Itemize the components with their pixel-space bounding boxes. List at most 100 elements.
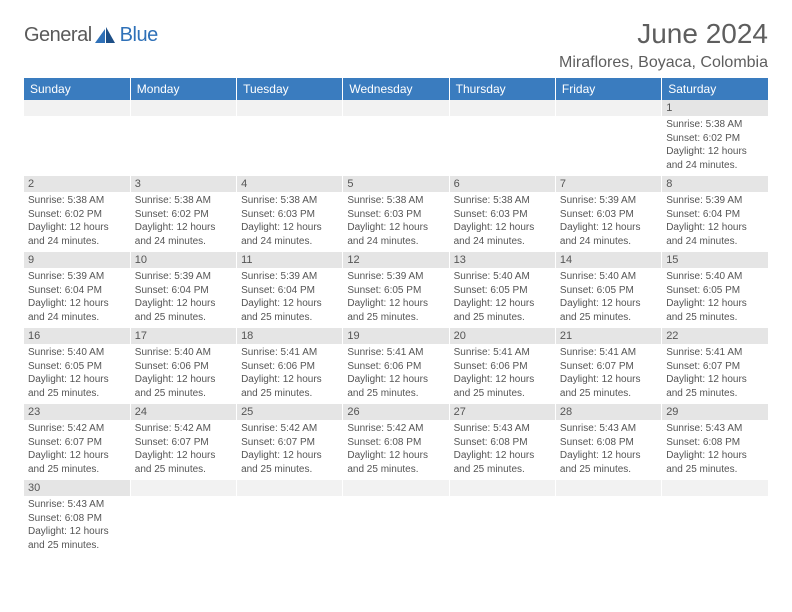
daylight-text: Daylight: 12 hours and 25 minutes. xyxy=(666,449,764,476)
day-number-cell: 30 xyxy=(24,480,130,496)
month-title: June 2024 xyxy=(559,18,768,50)
day-number-cell: 9 xyxy=(24,252,130,268)
daylight-text: Daylight: 12 hours and 25 minutes. xyxy=(454,373,551,400)
day-number-cell: 13 xyxy=(449,252,555,268)
day-info-cell: Sunrise: 5:38 AMSunset: 6:02 PMDaylight:… xyxy=(130,192,236,252)
daylight-text: Daylight: 12 hours and 25 minutes. xyxy=(28,449,126,476)
sunrise-text: Sunrise: 5:43 AM xyxy=(560,422,657,436)
sunset-text: Sunset: 6:05 PM xyxy=(347,284,444,298)
empty-cell xyxy=(449,116,555,176)
sunrise-text: Sunrise: 5:40 AM xyxy=(28,346,126,360)
sunrise-text: Sunrise: 5:41 AM xyxy=(241,346,338,360)
day-number-cell: 1 xyxy=(662,100,768,116)
day-number-cell: 24 xyxy=(130,404,236,420)
day-info-cell: Sunrise: 5:38 AMSunset: 6:03 PMDaylight:… xyxy=(237,192,343,252)
day-number-cell: 26 xyxy=(343,404,449,420)
sunrise-text: Sunrise: 5:38 AM xyxy=(28,194,126,208)
day-number-row: 16171819202122 xyxy=(24,328,768,344)
empty-cell xyxy=(449,496,555,556)
day-number-row: 23242526272829 xyxy=(24,404,768,420)
empty-cell xyxy=(343,100,449,116)
sunrise-text: Sunrise: 5:38 AM xyxy=(347,194,444,208)
empty-cell xyxy=(555,480,661,496)
sunset-text: Sunset: 6:02 PM xyxy=(666,132,764,146)
day-info-row: Sunrise: 5:42 AMSunset: 6:07 PMDaylight:… xyxy=(24,420,768,480)
sunset-text: Sunset: 6:04 PM xyxy=(28,284,126,298)
empty-cell xyxy=(662,480,768,496)
sunset-text: Sunset: 6:08 PM xyxy=(28,512,126,526)
day-info-row: Sunrise: 5:39 AMSunset: 6:04 PMDaylight:… xyxy=(24,268,768,328)
daylight-text: Daylight: 12 hours and 25 minutes. xyxy=(347,373,444,400)
daylight-text: Daylight: 12 hours and 25 minutes. xyxy=(560,449,657,476)
day-info-cell: Sunrise: 5:42 AMSunset: 6:07 PMDaylight:… xyxy=(130,420,236,480)
empty-cell xyxy=(130,496,236,556)
empty-cell xyxy=(449,480,555,496)
daylight-text: Daylight: 12 hours and 25 minutes. xyxy=(666,373,764,400)
sunset-text: Sunset: 6:04 PM xyxy=(241,284,338,298)
day-info-cell: Sunrise: 5:39 AMSunset: 6:04 PMDaylight:… xyxy=(130,268,236,328)
day-number-row: 2345678 xyxy=(24,176,768,192)
sunset-text: Sunset: 6:07 PM xyxy=(241,436,338,450)
daylight-text: Daylight: 12 hours and 25 minutes. xyxy=(454,449,551,476)
sunrise-text: Sunrise: 5:43 AM xyxy=(28,498,126,512)
sunrise-text: Sunrise: 5:39 AM xyxy=(560,194,657,208)
day-info-row: Sunrise: 5:38 AMSunset: 6:02 PMDaylight:… xyxy=(24,116,768,176)
day-info-cell: Sunrise: 5:38 AMSunset: 6:03 PMDaylight:… xyxy=(343,192,449,252)
sunrise-text: Sunrise: 5:39 AM xyxy=(666,194,764,208)
sunset-text: Sunset: 6:05 PM xyxy=(666,284,764,298)
weekday-header: Tuesday xyxy=(237,78,343,100)
daylight-text: Daylight: 12 hours and 25 minutes. xyxy=(560,373,657,400)
day-number-cell: 6 xyxy=(449,176,555,192)
day-number-cell: 10 xyxy=(130,252,236,268)
daylight-text: Daylight: 12 hours and 24 minutes. xyxy=(241,221,338,248)
weekday-header: Saturday xyxy=(662,78,768,100)
day-number-cell: 21 xyxy=(555,328,661,344)
day-number-cell: 15 xyxy=(662,252,768,268)
sunset-text: Sunset: 6:06 PM xyxy=(454,360,551,374)
daylight-text: Daylight: 12 hours and 25 minutes. xyxy=(135,373,232,400)
sunset-text: Sunset: 6:08 PM xyxy=(454,436,551,450)
weekday-header: Thursday xyxy=(449,78,555,100)
sunrise-text: Sunrise: 5:38 AM xyxy=(454,194,551,208)
day-number-cell: 8 xyxy=(662,176,768,192)
daylight-text: Daylight: 12 hours and 24 minutes. xyxy=(560,221,657,248)
day-number-cell: 25 xyxy=(237,404,343,420)
day-number-cell: 27 xyxy=(449,404,555,420)
day-info-cell: Sunrise: 5:40 AMSunset: 6:05 PMDaylight:… xyxy=(449,268,555,328)
empty-cell xyxy=(555,496,661,556)
empty-cell xyxy=(343,480,449,496)
empty-cell xyxy=(237,100,343,116)
empty-cell xyxy=(343,496,449,556)
sunset-text: Sunset: 6:08 PM xyxy=(560,436,657,450)
day-info-cell: Sunrise: 5:41 AMSunset: 6:06 PMDaylight:… xyxy=(449,344,555,404)
sunrise-text: Sunrise: 5:42 AM xyxy=(241,422,338,436)
daylight-text: Daylight: 12 hours and 25 minutes. xyxy=(241,449,338,476)
brand-logo: General Blue xyxy=(24,24,158,47)
day-info-row: Sunrise: 5:40 AMSunset: 6:05 PM Daylight:… xyxy=(24,344,768,404)
day-info-cell: Sunrise: 5:40 AMSunset: 6:05 PMDaylight:… xyxy=(24,344,130,404)
empty-cell xyxy=(130,100,236,116)
daylight-text: Daylight: 12 hours and 24 minutes. xyxy=(666,221,764,248)
sunset-text: Sunset: 6:05 PM xyxy=(28,360,126,374)
sunset-text: Sunset: 6:03 PM xyxy=(560,208,657,222)
sunset-text: Sunset: 6:08 PM xyxy=(347,436,444,450)
sunset-text: Sunset: 6:07 PM xyxy=(135,436,232,450)
day-info-cell: Sunrise: 5:40 AMSunset: 6:05 PMDaylight:… xyxy=(555,268,661,328)
title-block: June 2024 Miraflores, Boyaca, Colombia xyxy=(559,18,768,72)
day-number-cell: 11 xyxy=(237,252,343,268)
empty-cell xyxy=(662,496,768,556)
day-info-row: Sunrise: 5:43 AMSunset: 6:08 PMDaylight:… xyxy=(24,496,768,556)
sunrise-text: Sunrise: 5:42 AM xyxy=(135,422,232,436)
sunset-text: Sunset: 6:03 PM xyxy=(241,208,338,222)
sunrise-text: Sunrise: 5:39 AM xyxy=(28,270,126,284)
empty-cell xyxy=(130,116,236,176)
empty-cell xyxy=(237,496,343,556)
day-info-cell: Sunrise: 5:41 AMSunset: 6:07 PMDaylight:… xyxy=(662,344,768,404)
day-number-cell: 4 xyxy=(237,176,343,192)
day-info-cell: Sunrise: 5:40 AMSunset: 6:05 PMDaylight:… xyxy=(662,268,768,328)
day-info-cell: Sunrise: 5:38 AMSunset: 6:02 PMDaylight:… xyxy=(24,192,130,252)
sunrise-text: Sunrise: 5:43 AM xyxy=(666,422,764,436)
daylight-text: Daylight: 12 hours and 25 minutes. xyxy=(28,525,126,552)
sunset-text: Sunset: 6:02 PM xyxy=(28,208,126,222)
day-number-cell: 12 xyxy=(343,252,449,268)
